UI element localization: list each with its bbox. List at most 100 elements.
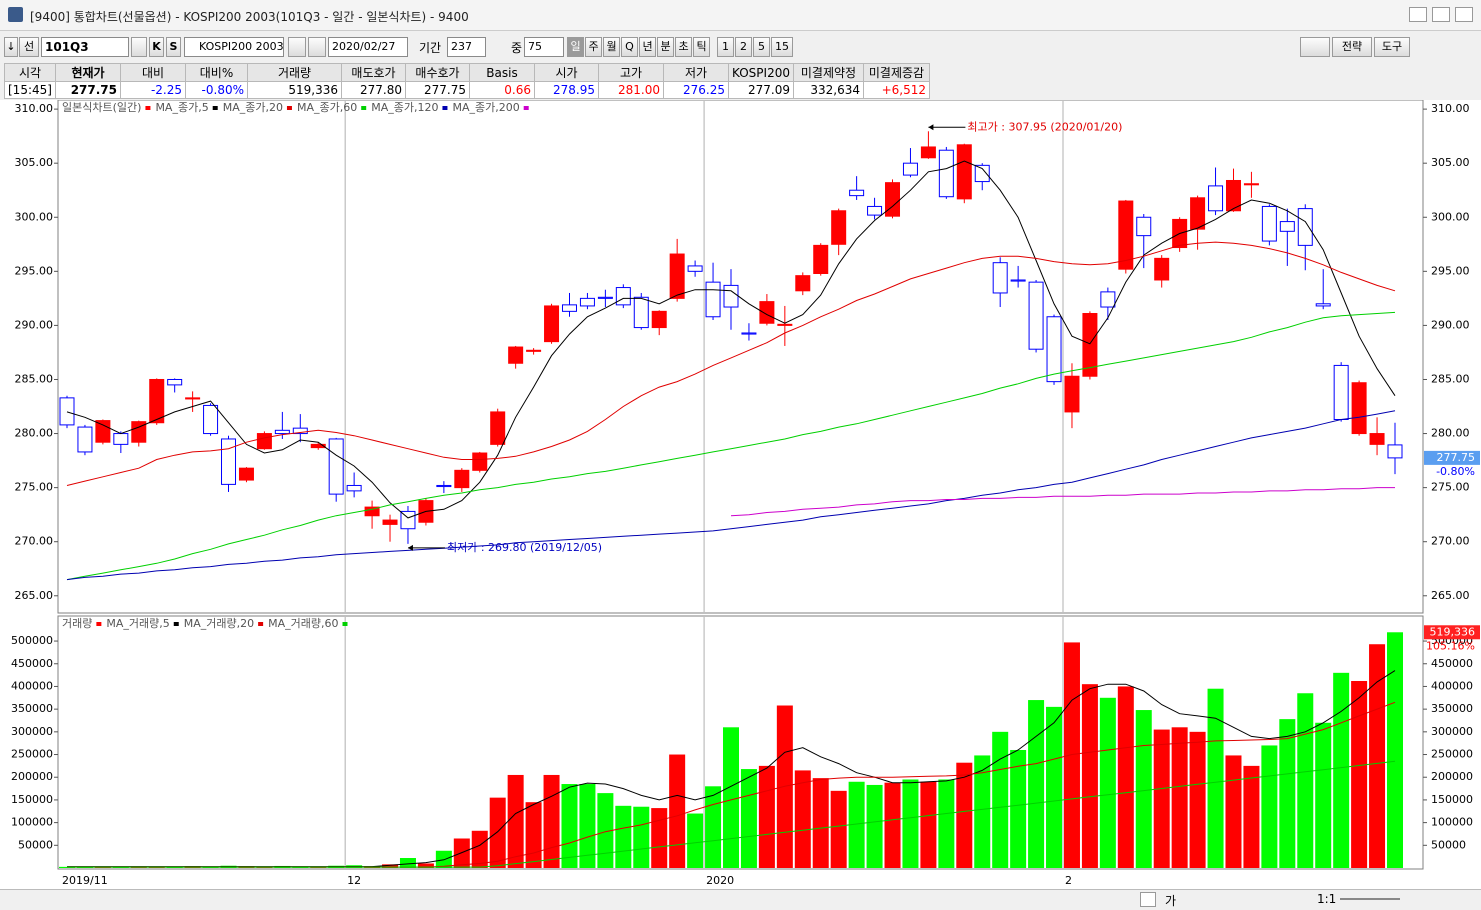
volume-bar xyxy=(1117,686,1134,868)
volume-bar xyxy=(902,779,919,868)
candle-body xyxy=(346,484,362,492)
y-tick-label: 300000 xyxy=(1431,725,1473,738)
table-header: 매도호가 xyxy=(341,63,406,82)
legend-label: MA_종가,60 xyxy=(297,101,357,114)
candle-body xyxy=(95,420,111,443)
date-input[interactable]: 2020/02/27 xyxy=(328,37,408,57)
ma-line xyxy=(66,410,1396,581)
volume-bar xyxy=(417,863,434,868)
interval-button[interactable]: 틱 xyxy=(693,37,710,57)
volume-bar xyxy=(453,838,470,868)
candle-body xyxy=(1279,221,1295,232)
y-tick-label: 150000 xyxy=(1431,793,1473,806)
zoom-slider[interactable] xyxy=(1340,898,1400,900)
candle-body xyxy=(238,467,254,481)
volume-bar xyxy=(687,813,704,868)
y-tick-label: 295.00 xyxy=(1431,264,1470,277)
y-tick-label: 150000 xyxy=(11,793,53,806)
minimize-button[interactable] xyxy=(1409,7,1427,22)
table-cell: -2.25 xyxy=(120,81,186,99)
table-cell: 332,634 xyxy=(793,81,864,99)
interval-button[interactable]: Q xyxy=(621,37,638,57)
scroll-label[interactable]: 가 xyxy=(1165,894,1177,908)
period-input[interactable]: 237 xyxy=(447,37,486,57)
table-header: 시각 xyxy=(4,63,56,82)
scroll-button[interactable] xyxy=(1140,892,1156,907)
interval-button[interactable]: 월 xyxy=(603,37,620,57)
toolbar-button[interactable]: ↓ xyxy=(4,37,18,57)
toolbar-button[interactable]: 선 xyxy=(19,37,39,57)
volume-bar xyxy=(938,779,955,868)
interval-button[interactable]: 초 xyxy=(675,37,692,57)
y-tick-label: 100000 xyxy=(11,816,53,829)
legend-label: MA_거래량,60 xyxy=(268,617,338,630)
volume-bar xyxy=(1153,729,1170,868)
table-cell: 278.95 xyxy=(534,81,599,99)
scroll-bar: 가 1:1 xyxy=(0,889,1481,909)
maximize-button[interactable] xyxy=(1432,7,1450,22)
candle-body xyxy=(579,297,595,307)
toolbar-button[interactable]: 전략 xyxy=(1332,37,1372,57)
table-header: 대비 xyxy=(120,63,186,82)
table-cell: 277.75 xyxy=(55,81,121,99)
search-button[interactable] xyxy=(131,37,147,57)
interval-button[interactable]: 일 xyxy=(567,37,584,57)
y-tick-label: 50000 xyxy=(18,838,53,851)
close-button[interactable] xyxy=(1455,7,1473,22)
cloud-button[interactable] xyxy=(1300,37,1330,57)
volume-bar xyxy=(1099,697,1116,868)
interval-button[interactable]: 1 xyxy=(717,37,734,57)
table-header: 고가 xyxy=(598,63,664,82)
app-icon xyxy=(8,7,23,22)
interval-button[interactable]: 년 xyxy=(639,37,656,57)
candle-body xyxy=(203,404,219,435)
y-tick-label: 270.00 xyxy=(1431,535,1470,548)
table-header: 미결제약정 xyxy=(793,63,864,82)
volume-bar xyxy=(740,769,757,868)
y-tick-label: 285.00 xyxy=(1431,372,1470,385)
candle-body xyxy=(974,164,990,183)
price-box xyxy=(1424,450,1480,465)
y-tick-label: 305.00 xyxy=(15,156,54,169)
scroll-label[interactable]: 1:1 xyxy=(1317,892,1337,906)
table-cell: 0.66 xyxy=(469,81,535,99)
candle-body xyxy=(490,411,506,445)
candle-body xyxy=(741,332,757,335)
interval-button[interactable]: 주 xyxy=(585,37,602,57)
candle-body xyxy=(920,146,936,159)
underlying-input[interactable]: KOSPI200 2003 xyxy=(184,37,284,57)
prev-button[interactable] xyxy=(308,37,326,57)
candle-body xyxy=(256,433,272,450)
volume-box xyxy=(1424,625,1480,640)
interval-button[interactable]: 15 xyxy=(771,37,793,57)
legend-marker xyxy=(258,622,264,626)
y-tick-label: 280.00 xyxy=(1431,427,1470,440)
volume-bar xyxy=(705,786,722,868)
interval-button[interactable]: 5 xyxy=(753,37,770,57)
toolbar-button[interactable]: 도구 xyxy=(1374,37,1410,57)
legend-label: 일본식차트(일간) xyxy=(62,100,141,114)
y-tick-label: 400000 xyxy=(11,679,53,692)
interval-button[interactable]: 2 xyxy=(735,37,752,57)
candle-body xyxy=(544,305,560,343)
volume-bar xyxy=(669,754,686,868)
candle-body xyxy=(310,443,326,449)
table-header: 미결제증감 xyxy=(863,63,930,82)
ratio-label: 105.16% xyxy=(1426,639,1475,652)
next-button[interactable] xyxy=(288,37,306,57)
table-header: Basis xyxy=(469,63,535,82)
interval-button[interactable]: 분 xyxy=(657,37,674,57)
code-input[interactable]: 101Q3 xyxy=(41,37,129,57)
candle-body xyxy=(723,284,739,308)
zoom-input[interactable]: 75 xyxy=(524,37,564,57)
candle-body xyxy=(687,265,703,272)
toolbar-button[interactable]: S xyxy=(166,37,181,57)
y-tick-label: 300000 xyxy=(11,725,53,738)
volume-bar xyxy=(1171,727,1188,868)
toolbar-button[interactable]: K xyxy=(149,37,164,57)
candle-body xyxy=(992,262,1008,294)
candle-body xyxy=(77,426,93,453)
table-cell: 277.75 xyxy=(405,81,470,99)
candle-body xyxy=(167,378,183,386)
candle-body xyxy=(1351,382,1367,435)
